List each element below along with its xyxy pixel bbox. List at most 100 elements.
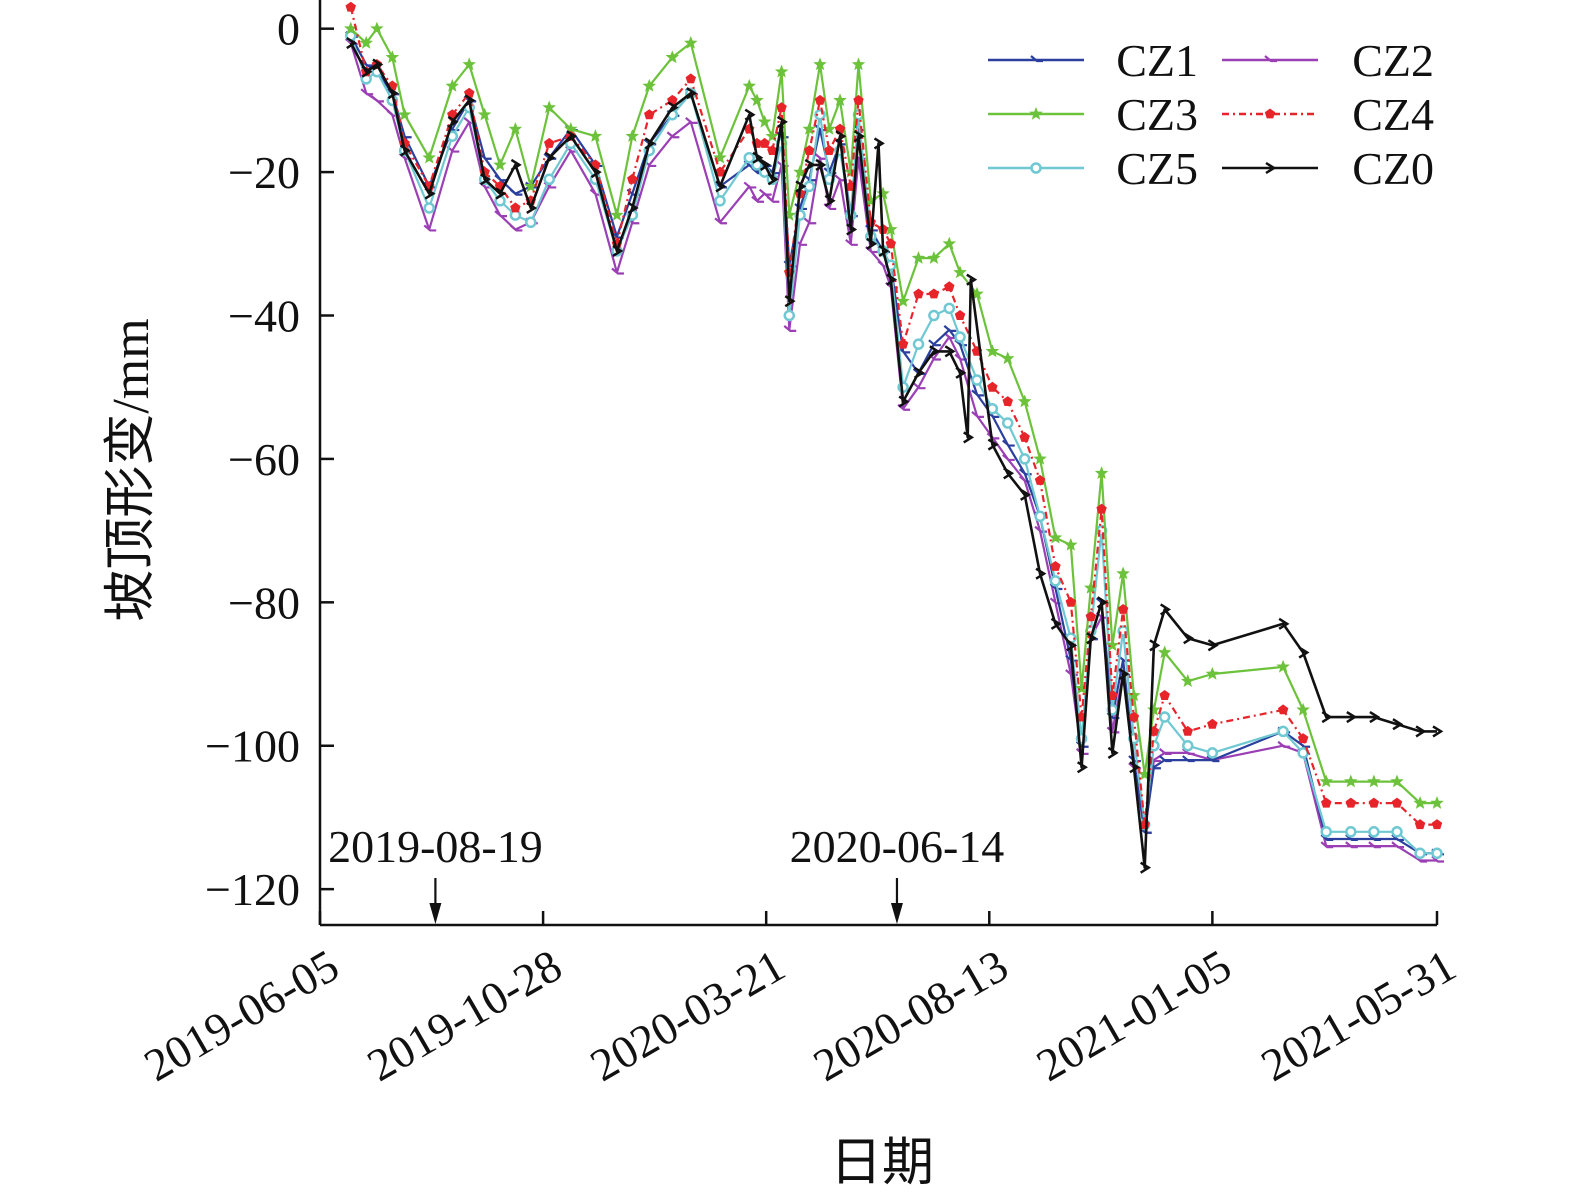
data-point xyxy=(853,130,865,143)
data-point xyxy=(955,366,967,379)
annotations: 2019-08-19 2020-06-14 xyxy=(328,821,1004,924)
data-point xyxy=(423,202,435,214)
data-point xyxy=(896,294,910,307)
axes: 0 −20 −40 −60 −80 −100 −120 2019-06-05 2019-10-2… xyxy=(136,0,1464,1091)
y-tick-label: −100 xyxy=(205,721,300,772)
data-point xyxy=(835,130,847,143)
data-point xyxy=(783,324,797,332)
data-point xyxy=(886,273,898,286)
data-point xyxy=(845,238,858,246)
data-point xyxy=(878,244,890,258)
data-point xyxy=(1277,740,1291,748)
series-cz0 xyxy=(346,36,1444,874)
data-point xyxy=(1391,826,1403,838)
data-point xyxy=(1207,639,1219,652)
annotation-arrowhead xyxy=(890,903,903,924)
data-point xyxy=(627,173,638,184)
data-point xyxy=(971,374,983,386)
data-point xyxy=(1297,733,1309,743)
data-point xyxy=(370,21,384,35)
data-point xyxy=(361,65,373,78)
data-point xyxy=(684,35,698,49)
data-point xyxy=(715,180,727,193)
x-tick-label: 2021-01-05 xyxy=(1028,939,1239,1090)
data-point xyxy=(833,93,847,107)
data-point xyxy=(1415,725,1427,738)
data-point xyxy=(1128,755,1141,763)
data-point xyxy=(1368,841,1381,849)
data-point xyxy=(1431,819,1443,830)
data-point xyxy=(1001,417,1014,429)
series-line xyxy=(349,35,1437,855)
legend-label: CZ4 xyxy=(1352,89,1434,140)
data-point xyxy=(1413,796,1427,809)
data-point xyxy=(611,267,624,275)
data-point xyxy=(1431,847,1443,860)
data-point xyxy=(445,78,460,92)
data-point xyxy=(371,95,384,103)
data-point xyxy=(714,195,726,207)
data-point xyxy=(685,117,698,124)
data-point xyxy=(1369,710,1381,724)
data-point xyxy=(1129,761,1141,774)
data-point xyxy=(1096,596,1108,609)
data-point xyxy=(814,152,828,160)
data-point xyxy=(1391,797,1403,808)
data-point xyxy=(750,93,764,107)
data-point xyxy=(1018,453,1031,465)
legend-item-cz4: CZ4 xyxy=(1222,89,1434,140)
data-point xyxy=(813,57,827,71)
data-point xyxy=(759,158,772,171)
data-point xyxy=(986,432,1000,440)
data-point xyxy=(665,50,680,64)
data-point xyxy=(1074,681,1089,695)
data-point xyxy=(1368,826,1380,838)
data-point xyxy=(928,339,941,347)
data-point xyxy=(666,131,680,139)
data-point xyxy=(876,186,890,200)
data-point xyxy=(743,152,756,164)
y-tick-label: −40 xyxy=(228,291,300,342)
data-point xyxy=(1432,725,1444,738)
data-point xyxy=(1414,847,1426,860)
data-point xyxy=(971,389,984,397)
data-point xyxy=(1205,666,1220,680)
y-axis-title: 坡顶形变/mm xyxy=(103,318,160,621)
data-point xyxy=(1117,604,1129,614)
data-point xyxy=(814,94,826,105)
data-point xyxy=(1392,718,1404,731)
data-point xyxy=(784,295,796,308)
data-point xyxy=(927,250,941,264)
data-point xyxy=(928,288,940,299)
data-point xyxy=(912,338,925,350)
data-point xyxy=(963,431,975,444)
legend-label: CZ1 xyxy=(1116,35,1198,86)
data-point xyxy=(360,88,374,96)
legend-item-cz2: CZ2 xyxy=(1222,35,1434,86)
data-point xyxy=(423,224,437,232)
data-point xyxy=(942,236,957,250)
series-line xyxy=(349,6,1437,826)
data-point xyxy=(644,137,656,150)
data-point xyxy=(1030,55,1043,63)
data-point xyxy=(667,101,679,114)
data-point xyxy=(1002,439,1015,447)
data-point xyxy=(866,237,878,250)
data-point xyxy=(1345,826,1357,838)
data-point xyxy=(346,36,358,50)
data-point xyxy=(752,151,764,164)
data-point xyxy=(1390,774,1404,788)
data-point xyxy=(462,57,476,71)
x-tick-label: 2020-03-21 xyxy=(582,939,793,1090)
series-cz3 xyxy=(344,21,1444,809)
series-line xyxy=(349,42,1437,869)
data-point xyxy=(783,309,796,322)
data-point xyxy=(1277,704,1289,715)
data-point xyxy=(766,195,780,203)
data-point xyxy=(510,158,522,171)
data-point xyxy=(1018,468,1032,476)
data-point xyxy=(1000,351,1015,365)
data-point xyxy=(776,102,787,112)
data-point xyxy=(1277,725,1289,738)
data-point xyxy=(774,64,789,78)
